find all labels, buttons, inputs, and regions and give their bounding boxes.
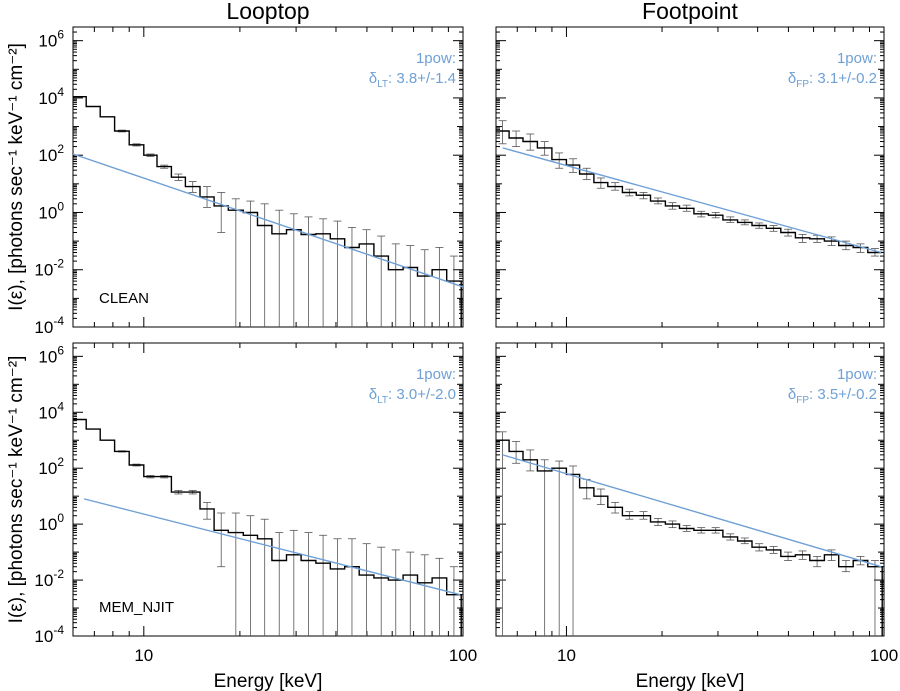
y-tick-label: 10-2 xyxy=(34,567,64,590)
spectrum-step xyxy=(73,96,462,327)
y-tick-label: 10-2 xyxy=(34,257,64,280)
y-tick-label-base: 10 xyxy=(38,146,57,165)
delta-symbol: δ xyxy=(369,386,377,403)
delta-label: δFP: 3.5+/-0.2 xyxy=(788,386,877,406)
y-tick-label: 106 xyxy=(38,28,64,51)
y-tick-label-exponent: -4 xyxy=(53,623,64,637)
delta-value: : 3.8+/-1.4 xyxy=(388,70,456,87)
fit-label: 1pow: xyxy=(837,50,877,67)
y-tick-label-base: 10 xyxy=(38,459,57,478)
y-axis-label: I(ε), [photons sec⁻¹ keV⁻¹ cm⁻²] xyxy=(6,43,27,311)
y-tick-label-exponent: 4 xyxy=(57,399,64,413)
panel-fp_clean: Footpoint 1pow: δFP: 3.1+/-0.2 xyxy=(495,0,885,328)
y-tick-label-exponent: 2 xyxy=(57,142,64,156)
plot-frame xyxy=(72,26,464,328)
delta-value: : 3.0+/-2.0 xyxy=(388,386,456,403)
fit-label: 1pow: xyxy=(837,366,877,383)
y-tick-label: 100 xyxy=(38,199,64,222)
power-law-fit xyxy=(72,153,464,288)
y-tick-label: 10-4 xyxy=(34,623,64,646)
delta-label: δFP: 3.1+/-0.2 xyxy=(788,70,877,90)
y-tick-label-exponent: -4 xyxy=(53,314,64,328)
power-law-fit xyxy=(83,498,461,596)
fit-label: 1pow: xyxy=(416,366,456,383)
x-axis-label: Energy [keV] xyxy=(214,671,323,691)
y-tick-label: 102 xyxy=(38,455,64,478)
delta-symbol: δ xyxy=(369,70,377,87)
y-tick-label-exponent: -2 xyxy=(53,567,64,581)
y-tick-label: 100 xyxy=(38,511,64,534)
method-label: CLEAN xyxy=(99,290,149,307)
spectrum-step xyxy=(73,418,462,636)
y-tick-label-base: 10 xyxy=(38,347,57,366)
delta-subscript: LT xyxy=(377,395,388,406)
y-tick-label-base: 10 xyxy=(38,515,57,534)
y-tick-label-base: 10 xyxy=(34,627,53,646)
fit-label: 1pow: xyxy=(416,50,456,67)
delta-subscript: FP xyxy=(796,395,809,406)
y-tick-label-base: 10 xyxy=(38,403,57,422)
delta-subscript: LT xyxy=(377,79,388,90)
x-tick-label: 10 xyxy=(134,646,153,665)
y-tick-label-base: 10 xyxy=(38,89,57,108)
plot-frame xyxy=(495,26,885,328)
power-law-fit xyxy=(502,147,882,254)
method-label: MEM_NJIT xyxy=(99,599,174,616)
y-tick-label-exponent: 0 xyxy=(57,511,64,525)
delta-value: : 3.5+/-0.2 xyxy=(809,386,877,403)
y-tick-label: 10-4 xyxy=(34,314,64,337)
plot-frame xyxy=(72,342,464,637)
power-law-fit xyxy=(502,454,882,568)
y-tick-label-exponent: 6 xyxy=(57,28,64,42)
panel-fp_mem: 10 100 Energy [keV] 1pow: δFP: 3.5+/-0.2 xyxy=(495,342,898,691)
y-tick-label-exponent: 6 xyxy=(57,343,64,357)
delta-symbol: δ xyxy=(788,386,796,403)
y-tick-label-base: 10 xyxy=(34,571,53,590)
y-tick-label: 102 xyxy=(38,142,64,165)
delta-label: δLT: 3.0+/-2.0 xyxy=(369,386,456,406)
y-tick-label-base: 10 xyxy=(38,32,57,51)
y-tick-label-base: 10 xyxy=(38,203,57,222)
y-tick-label-exponent: 4 xyxy=(57,85,64,99)
y-tick-label-exponent: 2 xyxy=(57,455,64,469)
x-tick-label: 100 xyxy=(449,646,477,665)
y-tick-label: 104 xyxy=(38,85,64,108)
y-tick-label: 104 xyxy=(38,399,64,422)
y-tick-label-exponent: -2 xyxy=(53,257,64,271)
column-title: Looptop xyxy=(226,0,309,24)
y-tick-label-base: 10 xyxy=(34,318,53,337)
x-tick-label: 10 xyxy=(557,646,576,665)
y-tick-label-base: 10 xyxy=(34,261,53,280)
delta-label: δLT: 3.8+/-1.4 xyxy=(369,70,456,90)
plot-frame xyxy=(495,342,885,637)
delta-subscript: FP xyxy=(796,79,809,90)
y-tick-label-exponent: 0 xyxy=(57,199,64,213)
y-tick-label: 106 xyxy=(38,343,64,366)
delta-symbol: δ xyxy=(788,70,796,87)
x-axis-label: Energy [keV] xyxy=(636,671,745,691)
delta-value: : 3.1+/-0.2 xyxy=(809,70,877,87)
x-tick-label: 100 xyxy=(870,646,898,665)
y-axis-label: I(ε), [photons sec⁻¹ keV⁻¹ cm⁻²] xyxy=(6,356,27,624)
column-title: Footpoint xyxy=(642,0,739,24)
spectrum-step xyxy=(496,130,883,254)
spectrum-step xyxy=(496,439,883,636)
